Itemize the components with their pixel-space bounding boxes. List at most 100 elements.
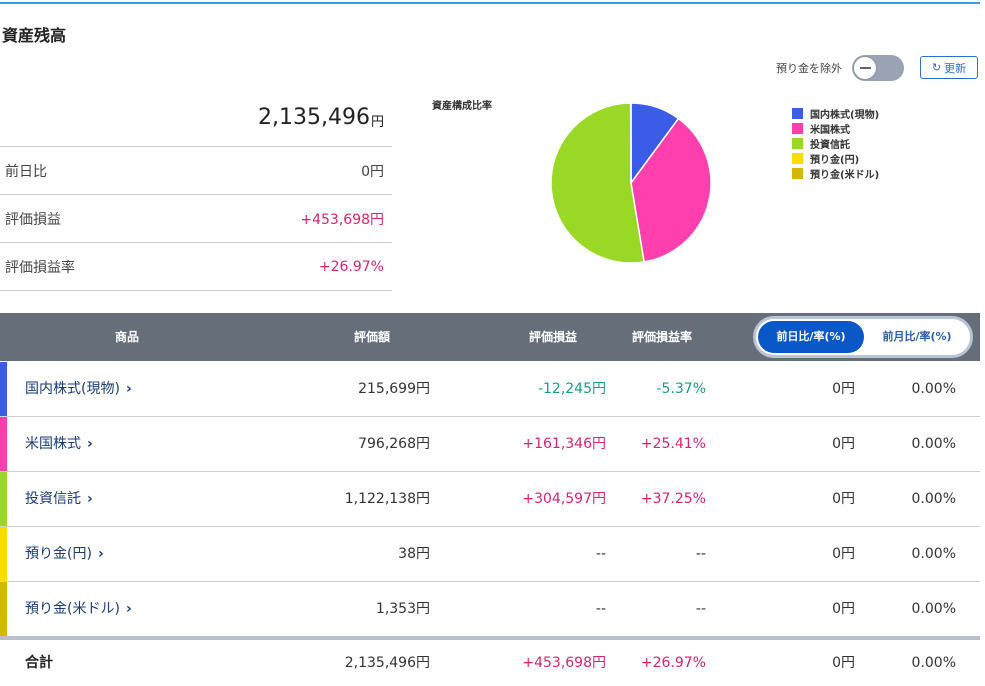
cell-change: 0円 [832, 527, 855, 581]
cell-change-rate: 0.00% [912, 417, 956, 471]
header-pl: 評価損益 [529, 313, 577, 361]
summary-value: +26.97% [319, 259, 384, 275]
refresh-label: 更新 [944, 60, 966, 76]
refresh-icon: ↻ [932, 61, 941, 74]
cell-valuation: 38円 [398, 527, 430, 581]
product-name: 投資信託 [25, 491, 81, 507]
product-link[interactable]: 預り金(円) › [25, 527, 104, 581]
tab-month-change[interactable]: 前月比/率(%) [868, 321, 966, 353]
total-pl: +453,698円 [522, 640, 606, 686]
legend-swatch [792, 153, 803, 164]
legend-swatch [792, 168, 803, 179]
product-name: 預り金(円) [25, 546, 92, 562]
cell-change-rate: 0.00% [912, 527, 956, 581]
cell-pl-rate: -5.37% [656, 362, 706, 416]
header-valuation: 評価額 [354, 313, 390, 361]
legend-swatch [792, 123, 803, 134]
cell-change: 0円 [832, 582, 855, 636]
row-color-bar [0, 417, 7, 471]
cell-change-rate: 0.00% [912, 362, 956, 416]
summary-value: 0円 [361, 161, 384, 181]
legend-label: 預り金(円) [810, 151, 859, 166]
product-link[interactable]: 投資信託 › [25, 472, 93, 526]
summary-row-day-change: 前日比 0円 [0, 147, 392, 195]
product-name: 国内株式(現物) [25, 381, 120, 397]
row-color-bar [0, 527, 7, 581]
cell-pl-rate: +37.25% [641, 472, 706, 526]
legend-item: 預り金(米ドル) [792, 166, 879, 181]
cell-change: 0円 [832, 362, 855, 416]
summary-row-pl: 評価損益 +453,698円 [0, 195, 392, 243]
exclude-deposit-toggle[interactable] [852, 55, 904, 81]
total-amount: 2,135,496 [258, 105, 370, 130]
cell-pl-rate: -- [696, 582, 706, 636]
legend-swatch [792, 108, 803, 119]
header-pl-rate: 評価損益率 [632, 313, 692, 361]
product-name: 米国株式 [25, 436, 81, 452]
total-label: 合計 [25, 640, 53, 686]
cell-change: 0円 [832, 472, 855, 526]
total-pl-rate: +26.97% [641, 640, 706, 686]
cell-pl: -12,245円 [538, 362, 606, 416]
header-product: 商品 [115, 313, 139, 361]
legend-item: 国内株式(現物) [792, 106, 879, 121]
cell-valuation: 215,699円 [358, 362, 430, 416]
table-row: 米国株式 › 796,268円 +161,346円 +25.41% 0円 0.00% [0, 417, 980, 472]
chevron-right-icon: › [126, 601, 132, 617]
chevron-right-icon: › [98, 546, 104, 562]
product-link[interactable]: 米国株式 › [25, 417, 93, 471]
chevron-right-icon: › [87, 491, 93, 507]
cell-pl: -- [596, 527, 606, 581]
legend-label: 預り金(米ドル) [810, 166, 879, 181]
chart-legend: 国内株式(現物)米国株式投資信託預り金(円)預り金(米ドル) [792, 106, 879, 181]
product-name: 預り金(米ドル) [25, 601, 120, 617]
total-row: 合計 2,135,496円 +453,698円 +26.97% 0円 0.00% [0, 640, 980, 678]
refresh-button[interactable]: ↻ 更新 [920, 56, 978, 79]
legend-label: 投資信託 [810, 136, 850, 151]
section-title: 資産残高 [2, 22, 66, 46]
cell-pl-rate: +25.41% [641, 417, 706, 471]
legend-item: 投資信託 [792, 136, 879, 151]
exclude-deposit-label: 預り金を除外 [776, 60, 842, 76]
row-color-bar [0, 582, 7, 636]
top-accent-line [0, 2, 980, 4]
cell-change-rate: 0.00% [912, 582, 956, 636]
table-header: 商品 評価額 評価損益 評価損益率 前日比/率(%) 前月比/率(%) [0, 313, 980, 361]
cell-valuation: 1,353円 [376, 582, 430, 636]
asset-pie-chart [548, 100, 714, 266]
total-change-rate: 0.00% [912, 640, 956, 686]
total-unit: 円 [371, 111, 384, 130]
table-row: 国内株式(現物) › 215,699円 -12,245円 -5.37% 0円 0.00% [0, 362, 980, 417]
product-link[interactable]: 預り金(米ドル) › [25, 582, 132, 636]
table-row: 預り金(米ドル) › 1,353円 -- -- 0円 0.00% [0, 582, 980, 637]
cell-change: 0円 [832, 417, 855, 471]
tab-day-change[interactable]: 前日比/率(%) [758, 321, 864, 353]
cell-pl: +304,597円 [522, 472, 606, 526]
cell-change-rate: 0.00% [912, 472, 956, 526]
cell-pl-rate: -- [696, 527, 706, 581]
chart-title: 資産構成比率 [432, 97, 492, 112]
summary-row-pl-rate: 評価損益率 +26.97% [0, 243, 392, 291]
product-link[interactable]: 国内株式(現物) › [25, 362, 132, 416]
cell-pl: -- [596, 582, 606, 636]
chevron-right-icon: › [126, 381, 132, 397]
cell-valuation: 1,122,138円 [345, 472, 430, 526]
total-valuation: 2,135,496円 [345, 640, 430, 686]
legend-item: 預り金(円) [792, 151, 879, 166]
summary-label: 評価損益率 [5, 257, 75, 277]
cell-valuation: 796,268円 [358, 417, 430, 471]
chevron-right-icon: › [87, 436, 93, 452]
row-color-bar [0, 472, 7, 526]
legend-swatch [792, 138, 803, 149]
toggle-knob [853, 56, 877, 80]
cell-pl: +161,346円 [522, 417, 606, 471]
total-change: 0円 [832, 640, 855, 686]
table-row: 預り金(円) › 38円 -- -- 0円 0.00% [0, 527, 980, 582]
legend-label: 米国株式 [810, 121, 850, 136]
summary-label: 前日比 [5, 161, 47, 181]
period-toggle: 前日比/率(%) 前月比/率(%) [753, 316, 973, 358]
table-row: 投資信託 › 1,122,138円 +304,597円 +37.25% 0円 0.00% [0, 472, 980, 527]
summary-value: +453,698円 [300, 209, 384, 229]
